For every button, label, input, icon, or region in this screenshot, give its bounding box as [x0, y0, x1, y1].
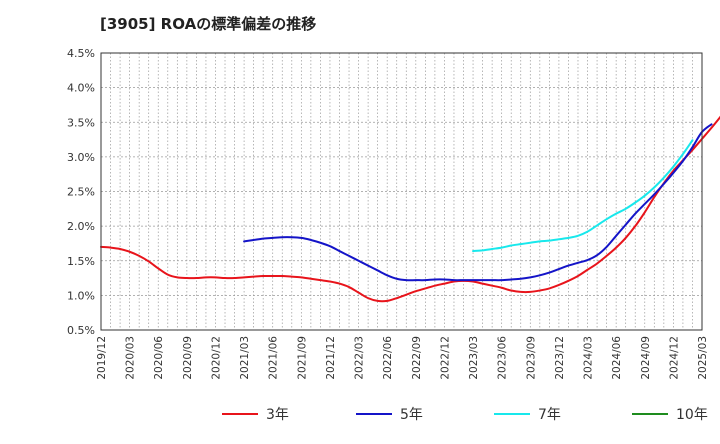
x-tick-label: 2024/03	[583, 336, 595, 380]
x-tick-label: 2023/06	[497, 336, 509, 380]
y-tick-label: 4.0%	[67, 82, 95, 95]
x-tick-label: 2020/09	[182, 336, 194, 380]
x-tick-label: 2024/09	[640, 336, 652, 380]
series-line-0	[100, 115, 720, 303]
y-tick-label: 3.0%	[67, 151, 95, 164]
legend-layer: 3年 5年 7年 10年	[222, 407, 708, 423]
y-tick-label: 1.5%	[67, 255, 95, 268]
x-tick-label: 2021/09	[296, 336, 308, 380]
x-tick-label: 2022/06	[382, 336, 394, 380]
y-tick-label: 2.5%	[67, 186, 95, 199]
x-tick-label: 2022/12	[439, 336, 451, 380]
legend-label-3: 10年	[676, 407, 708, 423]
legend-label-1: 5年	[400, 407, 423, 423]
x-tick-label: 2023/09	[525, 336, 537, 380]
x-tick-label: 2020/06	[153, 336, 165, 380]
x-tick-label: 2024/12	[668, 336, 680, 380]
x-tick-label: 2020/12	[210, 336, 222, 380]
x-tick-label: 2024/06	[611, 336, 623, 380]
plot-frame	[100, 52, 703, 331]
x-tick-label: 2021/12	[325, 336, 337, 380]
x-tick-label: 2023/03	[468, 336, 480, 380]
legend-label-2: 7年	[538, 407, 561, 423]
legend-label-0: 3年	[266, 407, 289, 423]
series-line-1	[243, 123, 713, 282]
y-tick-label: 0.5%	[67, 324, 95, 337]
x-tick-label: 2022/09	[411, 336, 423, 380]
y-tick-label: 1.0%	[67, 289, 95, 302]
x-tick-label: 2020/03	[125, 336, 137, 380]
chart-title: [3905] ROAの標準偏差の推移	[100, 15, 317, 33]
x-tick-label: 2023/12	[554, 336, 566, 380]
series-layer	[100, 115, 720, 303]
axis-layer: 0.5% 1.0% 1.5% 2.0% 2.5% 3.0% 3.5% 4.0% 4.5% 2019…	[67, 47, 709, 380]
y-tick-label: 3.5%	[67, 116, 95, 129]
y-tick-label: 4.5%	[67, 47, 95, 60]
y-tick-label: 2.0%	[67, 220, 95, 233]
x-tick-label: 2022/03	[354, 336, 366, 380]
x-tick-label: 2021/03	[239, 336, 251, 380]
x-tick-label: 2025/03	[697, 336, 709, 380]
x-tick-label: 2021/06	[268, 336, 280, 380]
grid-layer	[101, 53, 702, 330]
series-line-2	[472, 139, 694, 253]
x-tick-label: 2019/12	[96, 336, 108, 380]
